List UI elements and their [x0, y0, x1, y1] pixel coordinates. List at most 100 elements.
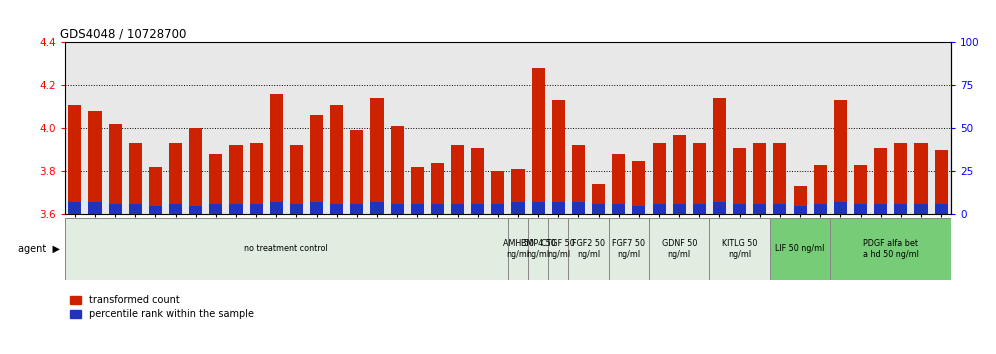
Bar: [632, 160, 645, 214]
Bar: [390, 204, 403, 214]
Text: LIF 50 ng/ml: LIF 50 ng/ml: [776, 244, 825, 253]
Bar: [613, 204, 625, 214]
Bar: [128, 204, 141, 214]
Bar: [814, 165, 827, 214]
FancyBboxPatch shape: [528, 218, 548, 280]
Bar: [894, 143, 907, 214]
Bar: [351, 204, 364, 214]
Bar: [773, 204, 787, 214]
Text: GDS4048 / 10728700: GDS4048 / 10728700: [60, 28, 186, 41]
Bar: [632, 206, 645, 214]
Bar: [834, 101, 847, 214]
Bar: [471, 148, 484, 214]
Bar: [371, 202, 383, 214]
Bar: [169, 143, 182, 214]
Bar: [229, 145, 243, 214]
Bar: [672, 135, 686, 214]
Bar: [713, 202, 726, 214]
Text: KITLG 50
ng/ml: KITLG 50 ng/ml: [722, 239, 757, 259]
Bar: [914, 143, 927, 214]
Bar: [652, 143, 665, 214]
Bar: [390, 126, 403, 214]
Bar: [371, 98, 383, 214]
FancyBboxPatch shape: [508, 218, 528, 280]
Text: AMH 50
ng/ml: AMH 50 ng/ml: [503, 239, 534, 259]
Text: FGF2 50
ng/ml: FGF2 50 ng/ml: [572, 239, 605, 259]
Bar: [189, 128, 202, 214]
Text: GDNF 50
ng/ml: GDNF 50 ng/ml: [661, 239, 697, 259]
Text: PDGF alfa bet
a hd 50 ng/ml: PDGF alfa bet a hd 50 ng/ml: [863, 239, 918, 259]
Bar: [148, 206, 162, 214]
Bar: [451, 145, 464, 214]
Bar: [552, 202, 565, 214]
Bar: [753, 204, 766, 214]
Bar: [209, 154, 222, 214]
Bar: [491, 204, 504, 214]
Bar: [270, 202, 283, 214]
Bar: [250, 204, 263, 214]
Bar: [330, 105, 344, 214]
Bar: [209, 204, 222, 214]
Bar: [693, 143, 706, 214]
Bar: [834, 202, 847, 214]
Bar: [794, 186, 807, 214]
Bar: [270, 94, 283, 214]
Bar: [189, 206, 202, 214]
Bar: [310, 115, 323, 214]
Bar: [532, 68, 545, 214]
Bar: [330, 204, 344, 214]
Text: agent  ▶: agent ▶: [18, 244, 60, 254]
Bar: [572, 145, 585, 214]
Bar: [451, 204, 464, 214]
Bar: [471, 204, 484, 214]
Bar: [532, 202, 545, 214]
Bar: [431, 204, 444, 214]
Bar: [351, 131, 364, 214]
Bar: [914, 204, 927, 214]
Bar: [934, 204, 947, 214]
Text: BMP4 50
ng/ml: BMP4 50 ng/ml: [521, 239, 556, 259]
Bar: [290, 145, 303, 214]
FancyBboxPatch shape: [548, 218, 569, 280]
Bar: [290, 204, 303, 214]
Bar: [109, 124, 122, 214]
FancyBboxPatch shape: [831, 218, 951, 280]
Bar: [410, 167, 424, 214]
Bar: [128, 143, 141, 214]
Bar: [814, 204, 827, 214]
Bar: [733, 204, 746, 214]
FancyBboxPatch shape: [649, 218, 709, 280]
Bar: [874, 148, 887, 214]
Bar: [109, 204, 122, 214]
Bar: [894, 204, 907, 214]
Bar: [512, 169, 525, 214]
Bar: [753, 143, 766, 214]
Bar: [713, 98, 726, 214]
Bar: [652, 204, 665, 214]
Bar: [410, 204, 424, 214]
Bar: [672, 204, 686, 214]
Bar: [229, 204, 243, 214]
FancyBboxPatch shape: [770, 218, 831, 280]
Bar: [854, 204, 868, 214]
FancyBboxPatch shape: [65, 218, 508, 280]
FancyBboxPatch shape: [709, 218, 770, 280]
FancyBboxPatch shape: [65, 218, 951, 280]
Bar: [148, 167, 162, 214]
Bar: [934, 150, 947, 214]
Bar: [250, 143, 263, 214]
Legend: transformed count, percentile rank within the sample: transformed count, percentile rank withi…: [70, 295, 254, 319]
Bar: [552, 101, 565, 214]
Bar: [733, 148, 746, 214]
FancyBboxPatch shape: [609, 218, 649, 280]
Bar: [310, 202, 323, 214]
Bar: [693, 204, 706, 214]
Bar: [69, 105, 82, 214]
Bar: [431, 162, 444, 214]
FancyBboxPatch shape: [569, 218, 609, 280]
Bar: [69, 202, 82, 214]
Bar: [773, 143, 787, 214]
Bar: [613, 154, 625, 214]
Text: CTGF 50
ng/ml: CTGF 50 ng/ml: [542, 239, 576, 259]
Bar: [794, 206, 807, 214]
